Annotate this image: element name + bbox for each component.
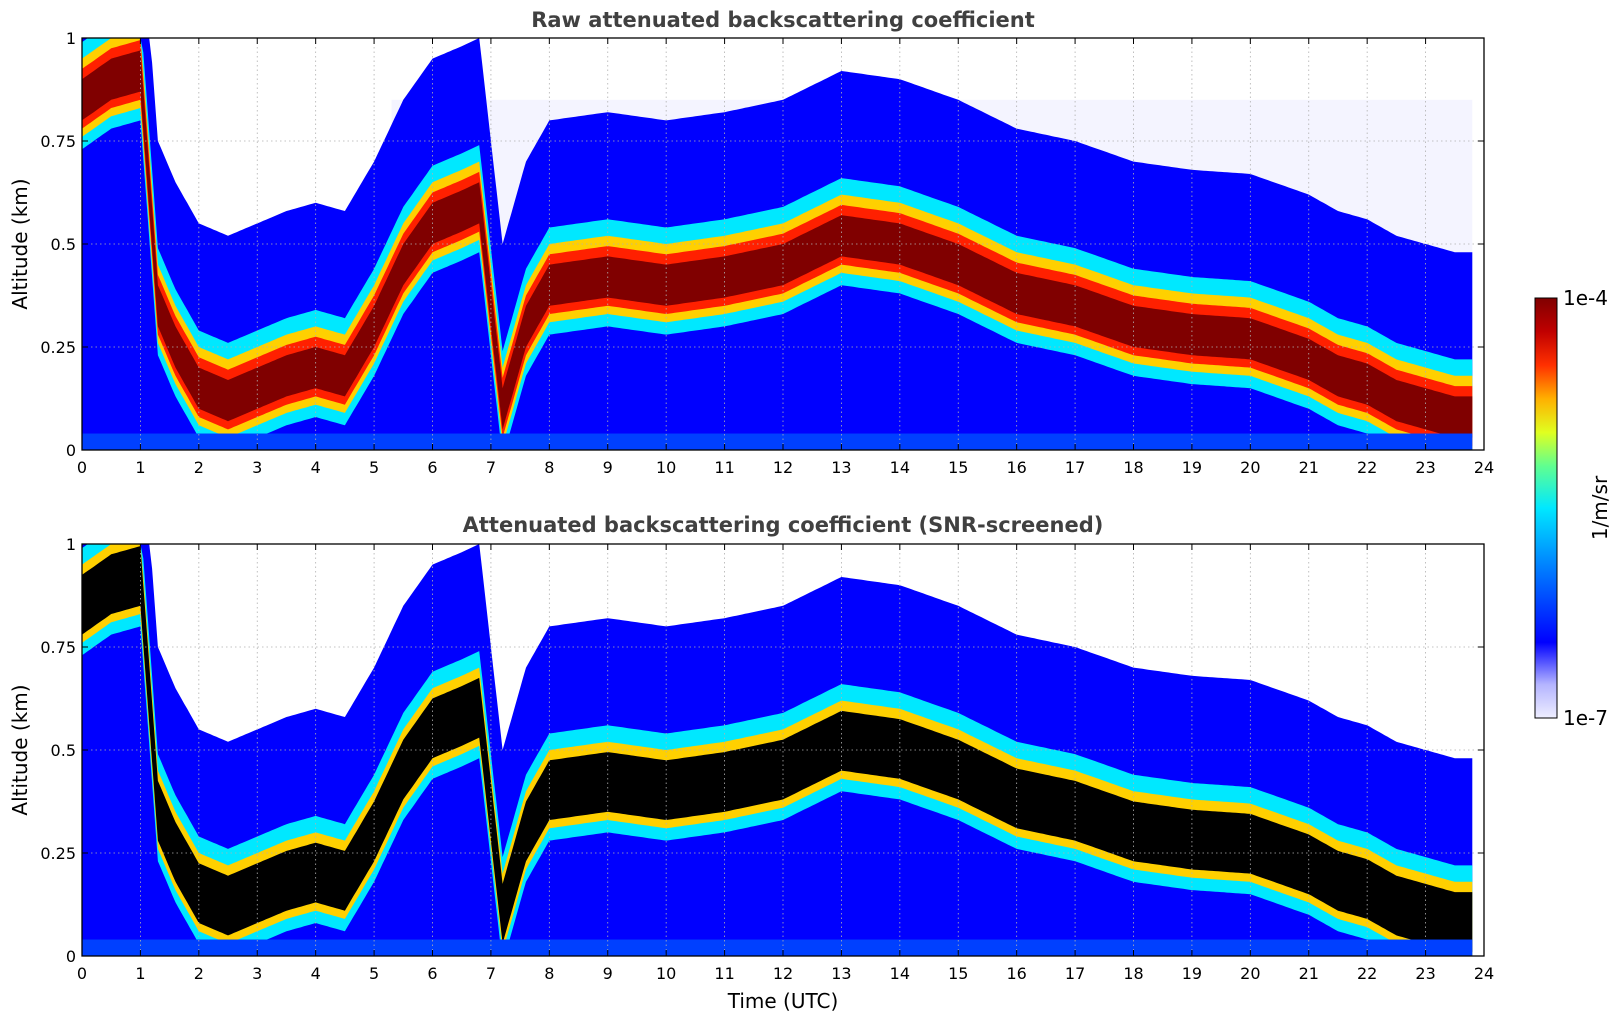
- y-tick-label: 1: [66, 535, 76, 554]
- x-tick-label: 6: [427, 964, 437, 983]
- x-tick-label: 9: [603, 458, 613, 477]
- x-tick-label: 24: [1474, 458, 1494, 477]
- x-tick-label: 2: [194, 458, 204, 477]
- x-tick-label: 0: [77, 964, 87, 983]
- x-tick-label: 20: [1240, 964, 1260, 983]
- x-tick-label: 18: [1123, 964, 1143, 983]
- x-tick-label: 4: [311, 964, 321, 983]
- x-tick-label: 14: [890, 964, 910, 983]
- y-tick-label: 0.5: [51, 235, 76, 254]
- x-tick-label: 20: [1240, 458, 1260, 477]
- y-tick-label: 0.25: [40, 844, 76, 863]
- x-tick-label: 24: [1474, 964, 1494, 983]
- x-tick-label: 13: [831, 964, 851, 983]
- x-tick-label: 21: [1299, 458, 1319, 477]
- chart-title: Attenuated backscattering coefficient (S…: [463, 513, 1104, 537]
- y-tick-label: 1: [66, 29, 76, 48]
- y-tick-label: 0.5: [51, 741, 76, 760]
- x-tick-label: 1: [135, 458, 145, 477]
- x-tick-label: 1: [135, 964, 145, 983]
- x-axis-ticks: 0 1 2 3 4 5 6 7 8 9 10 11 12 13 14 15 16 17 18 19 20 21 22 23 24: [77, 458, 1494, 477]
- gridlines: [81, 543, 1485, 957]
- x-tick-label: 11: [714, 964, 734, 983]
- x-tick-label: 15: [948, 964, 968, 983]
- gridlines: [81, 37, 1485, 451]
- chart-panel-raw: Raw attenuated backscattering coefficien…: [8, 8, 1494, 477]
- x-tick-label: 16: [1006, 458, 1026, 477]
- y-tick-label: 0: [66, 947, 76, 966]
- x-tick-label: 12: [773, 458, 793, 477]
- x-tick-label: 11: [714, 458, 734, 477]
- x-tick-label: 17: [1065, 458, 1085, 477]
- plot-frame: [81, 37, 1485, 451]
- x-tick-label: 23: [1415, 964, 1435, 983]
- x-axis-label: Time (UTC): [727, 989, 839, 1013]
- colorbar: 1e-4 1e-7 1/m/sr: [1534, 286, 1612, 730]
- x-tick-label: 4: [311, 458, 321, 477]
- chart-title: Raw attenuated backscattering coefficien…: [531, 8, 1035, 32]
- x-tick-label: 9: [603, 964, 613, 983]
- x-axis-ticks: 0 1 2 3 4 5 6 7 8 9 10 11 12 13 14 15 16 17 18 19 20 21 22 23 24: [77, 964, 1494, 983]
- x-tick-label: 19: [1182, 458, 1202, 477]
- y-axis-ticks: 0 0.25 0.5 0.75 1: [40, 29, 76, 460]
- y-axis-ticks: 0 0.25 0.5 0.75 1: [40, 535, 76, 966]
- x-tick-label: 5: [369, 964, 379, 983]
- x-tick-label: 16: [1006, 964, 1026, 983]
- y-axis-label: Altitude (km): [8, 178, 32, 309]
- surface-band: [82, 433, 1473, 450]
- x-tick-label: 10: [656, 458, 676, 477]
- x-tick-label: 22: [1357, 458, 1377, 477]
- x-tick-label: 7: [486, 964, 496, 983]
- y-tick-label: 0.75: [40, 132, 76, 151]
- plot-frame: [81, 543, 1485, 957]
- x-tick-label: 15: [948, 458, 968, 477]
- colorbar-gradient: [1534, 297, 1558, 719]
- x-tick-label: 23: [1415, 458, 1435, 477]
- x-tick-label: 13: [831, 458, 851, 477]
- x-tick-label: 12: [773, 964, 793, 983]
- x-tick-label: 6: [427, 458, 437, 477]
- y-tick-label: 0.75: [40, 638, 76, 657]
- x-tick-label: 5: [369, 458, 379, 477]
- colorbar-unit-label: 1/m/sr: [1588, 475, 1612, 540]
- x-tick-label: 14: [890, 458, 910, 477]
- x-tick-label: 3: [252, 964, 262, 983]
- x-tick-label: 3: [252, 458, 262, 477]
- x-tick-label: 8: [544, 964, 554, 983]
- x-tick-label: 21: [1299, 964, 1319, 983]
- x-tick-label: 19: [1182, 964, 1202, 983]
- y-axis-label: Altitude (km): [8, 684, 32, 815]
- x-tick-label: 7: [486, 458, 496, 477]
- layer-core-band: [82, 546, 1473, 952]
- surface-band: [82, 939, 1473, 956]
- x-tick-label: 17: [1065, 964, 1085, 983]
- x-tick-label: 10: [656, 964, 676, 983]
- y-tick-label: 0.25: [40, 338, 76, 357]
- y-tick-label: 0: [66, 441, 76, 460]
- x-tick-label: 22: [1357, 964, 1377, 983]
- colorbar-max-label: 1e-4: [1563, 286, 1608, 310]
- x-tick-label: 18: [1123, 458, 1143, 477]
- x-tick-label: 0: [77, 458, 87, 477]
- chart-panel-screened: Attenuated backscattering coefficient (S…: [8, 513, 1494, 1013]
- layer-edge-band: [82, 40, 1473, 446]
- x-tick-label: 2: [194, 964, 204, 983]
- layer-core-band: [82, 50, 1473, 438]
- colorbar-min-label: 1e-7: [1563, 706, 1608, 730]
- x-tick-label: 8: [544, 458, 554, 477]
